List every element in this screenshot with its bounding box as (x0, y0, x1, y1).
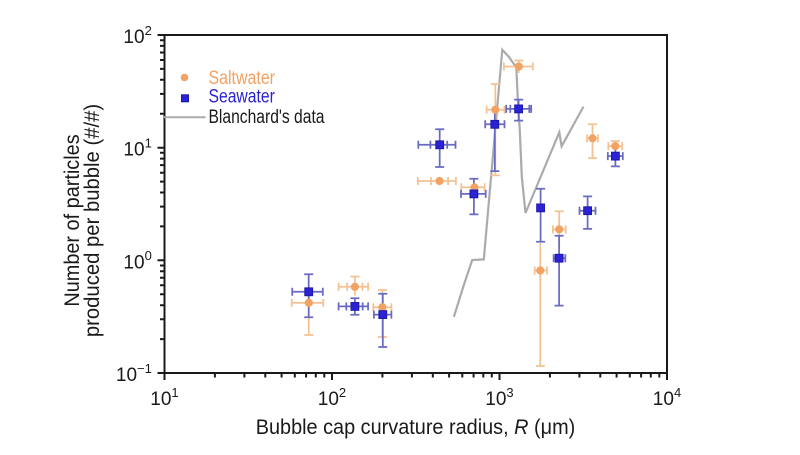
svg-text:1: 1 (171, 385, 178, 400)
svg-text:0: 0 (145, 248, 152, 263)
svg-text:Blanchard's data: Blanchard's data (209, 107, 325, 128)
svg-text:2: 2 (339, 385, 346, 400)
svg-text:produced per bubble (#/#): produced per bubble (#/#) (81, 104, 104, 337)
svg-text:10: 10 (150, 389, 171, 410)
svg-text:10: 10 (116, 365, 137, 386)
svg-text:3: 3 (506, 385, 513, 400)
svg-text:10: 10 (123, 27, 144, 48)
svg-text:−1: −1 (137, 361, 152, 376)
svg-text:Bubble cap curvature radius, R: Bubble cap curvature radius, R (μm) (256, 416, 576, 439)
svg-text:4: 4 (674, 385, 681, 400)
svg-text:1: 1 (145, 136, 152, 151)
svg-text:10: 10 (123, 140, 144, 161)
svg-text:Number of particles: Number of particles (61, 134, 84, 306)
svg-text:Seawater: Seawater (209, 87, 276, 108)
svg-text:10: 10 (123, 252, 144, 273)
svg-text:10: 10 (653, 389, 674, 410)
svg-text:10: 10 (318, 389, 339, 410)
svg-text:10: 10 (485, 389, 506, 410)
svg-text:Saltwater: Saltwater (209, 68, 276, 89)
svg-text:2: 2 (145, 23, 152, 38)
